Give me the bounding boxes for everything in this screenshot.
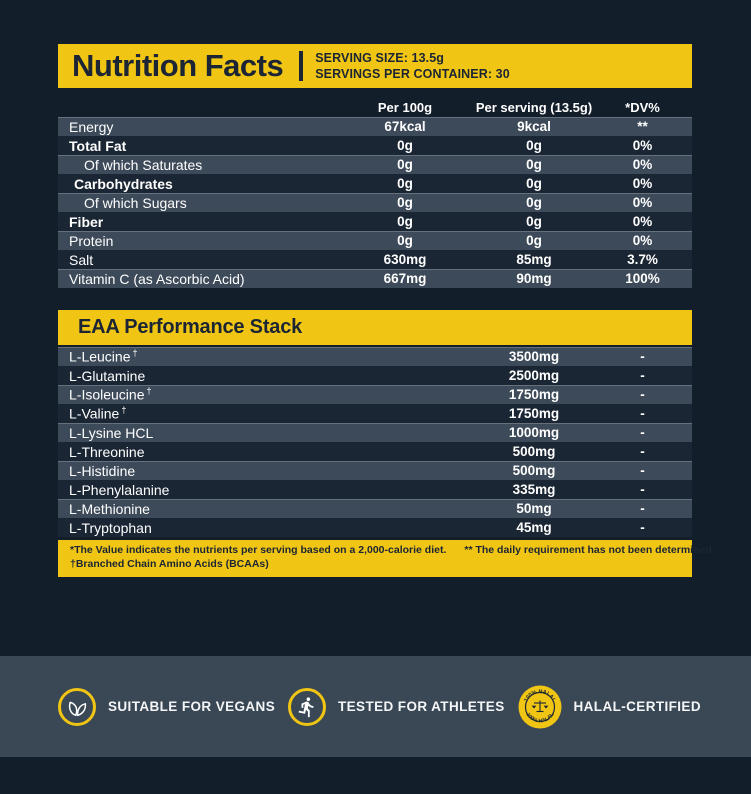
row-label: Of which Sugars (84, 194, 187, 211)
amino-acid-row: L-Methionine 50mg - (58, 499, 692, 518)
row-label: L-Leucine † (69, 348, 138, 365)
footnote-line-1: *The Value indicates the nutrients per s… (70, 544, 715, 558)
nutrition-label: Nutrition Facts SERVING SIZE: 13.5g SERV… (58, 44, 715, 577)
badge-athletes-label: TESTED FOR ATHLETES (338, 699, 505, 714)
leaf-icon (58, 687, 96, 726)
header-divider (299, 51, 304, 81)
amino-acid-row: L-Isoleucine † 1750mg - (58, 385, 692, 404)
nutrition-row: Carbohydrates 0g 0g 0% (58, 174, 692, 193)
badge-athletes: TESTED FOR ATHLETES (288, 687, 505, 726)
page-title: Nutrition Facts (72, 48, 284, 83)
bcaa-dagger-mark: † (132, 348, 138, 359)
amino-acid-row: L-Lysine HCL 1000mg - (58, 423, 692, 442)
row-label: Carbohydrates (74, 175, 173, 192)
row-label: L-Methionine (69, 500, 150, 517)
eaa-table: L-Leucine † 3500mg - L-Glutamine 2500mg - L-Iso… (58, 347, 692, 537)
bcaa-dagger-mark: † (146, 386, 152, 397)
badge-halal: 100% HALAL 100% HALAL HALAL-CERTIFIED (518, 685, 702, 729)
eaa-section-title: EAA Performance Stack (78, 316, 303, 338)
header-banner: Nutrition Facts SERVING SIZE: 13.5g SERV… (58, 44, 692, 88)
amino-acid-row: L-Histidine 500mg - (58, 461, 692, 480)
amino-acid-row: L-Glutamine 2500mg - (58, 366, 692, 385)
row-label: L-Isoleucine † (69, 386, 152, 403)
row-label: L-Lysine HCL (69, 424, 154, 441)
nutrition-row: Of which Sugars 0g 0g 0% (58, 193, 692, 212)
badge-halal-label: HALAL-CERTIFIED (573, 699, 701, 714)
nutrition-row: Vitamin C (as Ascorbic Acid) 667mg 90mg 100… (58, 269, 692, 288)
row-label: Total Fat (69, 137, 127, 154)
nutrition-table: Energy 67kcal 9kcal ** Total Fat 0g 0g 0% Of whi… (58, 117, 692, 288)
nutrition-row: Fiber 0g 0g 0% (58, 212, 692, 231)
row-label: Energy (69, 118, 114, 135)
nutrition-row: Salt 630mg 85mg 3.7% (58, 250, 692, 269)
row-label: Vitamin C (as Ascorbic Acid) (69, 270, 245, 287)
runner-icon (288, 687, 326, 726)
nutrition-row: Total Fat 0g 0g 0% (58, 136, 692, 155)
certification-band: SUITABLE FOR VEGANS TESTED FOR ATHLETES … (0, 656, 751, 757)
row-label: Protein (69, 232, 114, 249)
servings-per-container: SERVINGS PER CONTAINER: 30 (315, 67, 510, 81)
row-label: L-Tryptophan (69, 519, 152, 536)
amino-acid-row: L-Valine † 1750mg - (58, 404, 692, 423)
row-label: L-Glutamine (69, 367, 146, 384)
badge-vegan: SUITABLE FOR VEGANS (58, 687, 276, 726)
amino-acid-row: L-Leucine † 3500mg - (58, 347, 692, 366)
column-header-per-serving: Per serving (13.5g) (475, 99, 593, 115)
nutrition-row: Protein 0g 0g 0% (58, 231, 692, 250)
serving-size: SERVING SIZE: 13.5g (315, 50, 445, 65)
column-header-dv: *DV% (625, 99, 660, 115)
row-label: Salt (69, 251, 94, 268)
eaa-section-banner: EAA Performance Stack (58, 310, 692, 345)
table-column-headers: Per 100g Per serving (13.5g) *DV% (58, 97, 692, 117)
amino-acid-row: L-Threonine 500mg - (58, 442, 692, 461)
row-label: L-Histidine (69, 462, 136, 479)
row-label: Of which Saturates (84, 156, 203, 173)
amino-acid-row: L-Phenylalanine 335mg - (58, 480, 692, 499)
row-label: L-Valine † (69, 405, 127, 422)
nutrition-row: Energy 67kcal 9kcal ** (58, 117, 692, 136)
column-header-per-100g: Per 100g (377, 99, 433, 115)
row-label: L-Phenylalanine (69, 481, 170, 498)
nutrition-row: Of which Saturates 0g 0g 0% (58, 155, 692, 174)
footnote-bar: *The Value indicates the nutrients per s… (58, 540, 715, 577)
halal-stamp-icon: 100% HALAL 100% HALAL (518, 685, 562, 729)
footnote-bcaa: †Branched Chain Amino Acids (BCAAs) (70, 557, 269, 570)
bcaa-dagger-mark: † (121, 405, 127, 416)
footnote-calorie-diet: *The Value indicates the nutrients per s… (70, 544, 447, 556)
amino-acid-row: L-Tryptophan 45mg - (58, 518, 692, 537)
row-label: L-Threonine (69, 443, 145, 460)
footnote-daily-requirement: ** The daily requirement has not been de… (464, 544, 715, 556)
row-label: Fiber (69, 213, 104, 230)
serving-info: SERVING SIZE: 13.5g SERVINGS PER CONTAIN… (315, 50, 510, 83)
badge-vegan-label: SUITABLE FOR VEGANS (108, 699, 276, 714)
